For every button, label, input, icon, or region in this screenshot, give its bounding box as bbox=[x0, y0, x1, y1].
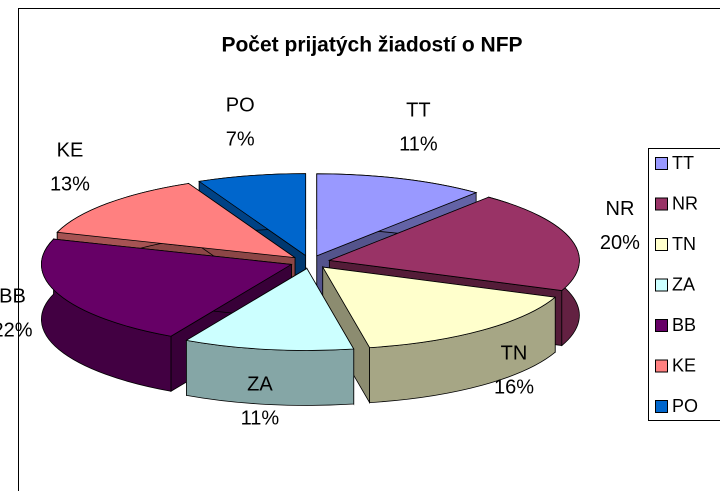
slice-label: PO bbox=[226, 95, 255, 117]
slice-label: NR bbox=[606, 198, 635, 220]
slice-value-label: 22% bbox=[0, 320, 33, 342]
slice-label: TT bbox=[406, 100, 430, 122]
slice-value-label: 13% bbox=[50, 173, 90, 195]
slice bbox=[56, 183, 296, 259]
legend-swatch bbox=[655, 197, 668, 211]
legend-swatch bbox=[655, 359, 668, 373]
slice bbox=[327, 196, 580, 291]
slice-label: KE bbox=[57, 139, 84, 161]
legend-label: KE bbox=[672, 355, 696, 375]
slice-label: TN bbox=[501, 343, 528, 365]
slice-value-label: 16% bbox=[494, 377, 534, 399]
slice-value-label: 11% bbox=[399, 134, 438, 156]
legend-swatch bbox=[655, 157, 668, 170]
slice bbox=[198, 173, 307, 257]
legend-swatch bbox=[655, 238, 668, 251]
legend-swatch bbox=[655, 319, 668, 332]
legend-label: TN bbox=[672, 234, 696, 254]
slice-label: ZA bbox=[247, 374, 273, 396]
slice-label: BB bbox=[0, 286, 26, 308]
legend-swatch bbox=[655, 278, 668, 292]
legend-label: NR bbox=[672, 193, 698, 213]
legend-label: TT bbox=[672, 153, 694, 173]
slice-value-label: 7% bbox=[226, 129, 255, 151]
slice bbox=[41, 238, 293, 337]
legend-label: ZA bbox=[672, 274, 695, 294]
slice bbox=[316, 173, 478, 257]
slice bbox=[321, 266, 557, 349]
chart-title: Počet prijatých žiadostí o NFP bbox=[221, 34, 522, 57]
legend-label: BB bbox=[672, 315, 696, 335]
legend-label: PO bbox=[672, 396, 698, 416]
legend-swatch bbox=[655, 400, 668, 413]
slice-value-label: 20% bbox=[600, 232, 640, 254]
slice-value-label: 11% bbox=[241, 408, 280, 430]
slice bbox=[185, 267, 355, 351]
